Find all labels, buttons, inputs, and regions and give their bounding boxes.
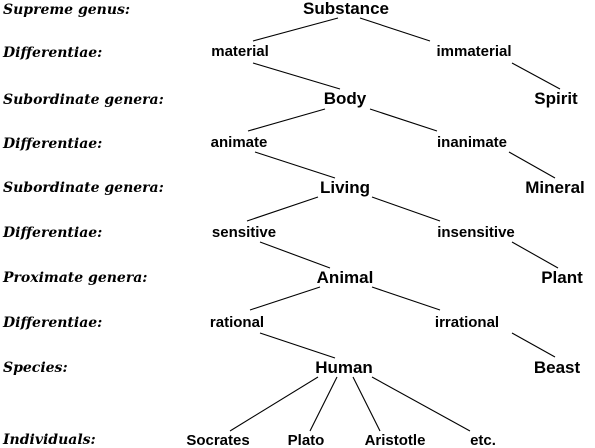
node-etc: etc. bbox=[470, 432, 496, 448]
node-substance: Substance bbox=[303, 0, 389, 18]
row-label-differentiae: Differentiae: bbox=[3, 45, 103, 61]
row-label-individuals: Individuals: bbox=[3, 432, 96, 448]
row-label-differentiae: Differentiae: bbox=[3, 136, 103, 152]
node-plant: Plant bbox=[541, 268, 583, 287]
edge-material-body bbox=[252, 62, 341, 90]
edge-human-socrates bbox=[229, 376, 319, 432]
edge-body-animate bbox=[247, 108, 326, 132]
node-living: Living bbox=[319, 178, 371, 197]
node-beast: Beast bbox=[533, 358, 581, 377]
row-label-supreme-genus: Supreme genus: bbox=[3, 2, 131, 18]
edge-animal-rational bbox=[249, 286, 321, 311]
node-insensitive: insensitive bbox=[437, 224, 515, 241]
edge-animate-living bbox=[254, 151, 336, 179]
node-socrates: Socrates bbox=[186, 432, 250, 448]
node-plato: Plato bbox=[287, 432, 325, 448]
node-immaterial: immaterial bbox=[436, 43, 512, 60]
edge-living-sensitive bbox=[246, 196, 319, 222]
node-body: Body bbox=[323, 89, 367, 108]
edge-immaterial-spirit bbox=[511, 62, 561, 90]
edge-irrational-beast bbox=[511, 332, 556, 358]
edge-substance-immaterial bbox=[359, 17, 431, 42]
row-label-differentiae: Differentiae: bbox=[3, 225, 103, 241]
node-human: Human bbox=[315, 358, 373, 377]
node-irrational: irrational bbox=[434, 314, 500, 331]
edge-living-insensitive bbox=[371, 196, 441, 222]
node-mineral: Mineral bbox=[525, 178, 585, 197]
node-inanimate: inanimate bbox=[436, 134, 508, 151]
edge-sensitive-animal bbox=[259, 241, 331, 269]
edge-rational-human bbox=[259, 332, 336, 359]
node-aristotle: Aristotle bbox=[364, 432, 426, 448]
node-spirit: Spirit bbox=[534, 89, 578, 108]
node-rational: rational bbox=[209, 314, 265, 331]
edge-inanimate-mineral bbox=[508, 151, 556, 179]
edge-human-etc bbox=[371, 376, 471, 432]
edge-substance-material bbox=[252, 17, 339, 42]
row-label-proximate-genera: Proximate genera: bbox=[3, 270, 148, 286]
node-material: material bbox=[211, 43, 269, 60]
edge-insensitive-plant bbox=[511, 241, 559, 269]
node-sensitive: sensitive bbox=[211, 224, 277, 241]
edge-body-inanimate bbox=[369, 108, 438, 132]
row-label-subordinate-genera: Subordinate genera: bbox=[3, 180, 164, 196]
edge-human-plato bbox=[309, 376, 338, 432]
node-animal: Animal bbox=[316, 268, 374, 287]
row-label-differentiae: Differentiae: bbox=[3, 315, 103, 331]
row-label-species: Species: bbox=[3, 360, 68, 376]
edge-human-aristotle bbox=[352, 376, 381, 432]
row-label-subordinate-genera: Subordinate genera: bbox=[3, 92, 164, 108]
edge-animal-irrational bbox=[371, 286, 441, 311]
node-animate: animate bbox=[210, 134, 268, 151]
